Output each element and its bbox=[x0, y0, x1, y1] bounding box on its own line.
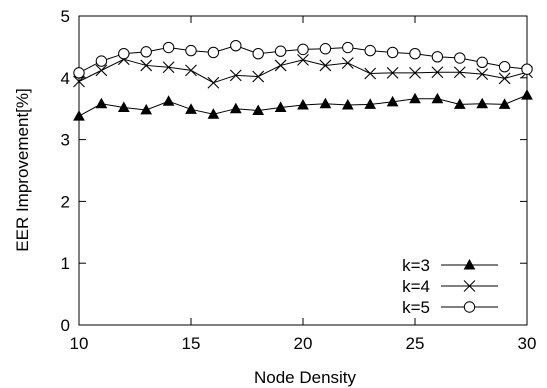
legend-label: k=5 bbox=[402, 298, 430, 317]
data-point bbox=[297, 43, 309, 56]
data-point bbox=[162, 95, 175, 106]
data-point bbox=[207, 46, 220, 59]
data-point bbox=[409, 92, 421, 104]
data-point bbox=[476, 68, 489, 80]
legend-label: k=3 bbox=[402, 256, 430, 275]
data-point bbox=[95, 55, 108, 67]
data-point bbox=[364, 44, 376, 57]
data-point bbox=[476, 97, 489, 109]
data-point bbox=[386, 46, 399, 59]
data-point bbox=[185, 64, 197, 77]
series-layer bbox=[73, 39, 533, 121]
data-point bbox=[274, 101, 287, 112]
data-point bbox=[162, 41, 175, 54]
y-axis-label: EER Improvement[%] bbox=[13, 88, 32, 251]
data-point bbox=[319, 59, 332, 72]
data-point bbox=[453, 66, 466, 79]
data-point bbox=[297, 98, 309, 110]
data-point bbox=[409, 66, 421, 79]
data-point bbox=[386, 66, 399, 79]
data-point bbox=[319, 97, 332, 109]
axes: 10 15 20 25 30 0 1 2 3 4 5 bbox=[61, 7, 537, 353]
x-tick-label: 30 bbox=[518, 334, 537, 353]
y-tick-label: 1 bbox=[61, 254, 70, 273]
x-tick-label: 25 bbox=[406, 334, 425, 353]
data-point bbox=[73, 75, 85, 88]
data-point bbox=[140, 103, 153, 115]
data-point bbox=[229, 69, 242, 82]
data-point bbox=[319, 43, 332, 55]
data-point bbox=[364, 67, 377, 80]
legend-label: k=4 bbox=[402, 277, 430, 296]
data-point bbox=[252, 104, 265, 116]
legend: k=3 k=4 k=5 bbox=[402, 256, 498, 317]
data-point bbox=[274, 45, 287, 57]
data-point bbox=[498, 60, 511, 73]
data-point bbox=[207, 108, 220, 119]
data-point bbox=[386, 95, 399, 107]
data-point bbox=[95, 97, 108, 109]
data-point bbox=[498, 72, 511, 85]
y-tick-label: 3 bbox=[61, 131, 70, 150]
data-point bbox=[454, 52, 466, 64]
data-point bbox=[431, 51, 444, 63]
data-point bbox=[341, 98, 354, 110]
data-point bbox=[140, 46, 152, 58]
data-point bbox=[274, 59, 287, 72]
legend-marker bbox=[463, 280, 476, 292]
data-point bbox=[476, 56, 488, 69]
y-tick-label: 2 bbox=[61, 192, 70, 211]
data-point bbox=[453, 98, 466, 109]
data-point bbox=[409, 47, 421, 60]
data-point bbox=[118, 47, 130, 60]
legend-marker bbox=[463, 258, 476, 270]
data-point bbox=[207, 76, 220, 89]
data-point bbox=[521, 89, 533, 100]
data-point bbox=[185, 44, 197, 57]
y-tick-label: 5 bbox=[61, 7, 70, 26]
data-point bbox=[342, 41, 354, 54]
data-point bbox=[73, 67, 85, 79]
series-k5 bbox=[73, 39, 533, 79]
data-point bbox=[252, 70, 265, 83]
series-k3 bbox=[73, 89, 533, 121]
data-point bbox=[521, 63, 533, 75]
x-tick-label: 10 bbox=[70, 334, 89, 353]
data-point bbox=[117, 101, 130, 112]
data-point bbox=[162, 61, 175, 74]
data-point bbox=[341, 57, 354, 69]
data-point bbox=[297, 53, 309, 66]
y-tick-label: 4 bbox=[61, 69, 70, 88]
data-point bbox=[185, 103, 197, 114]
data-point bbox=[73, 110, 85, 121]
data-point bbox=[431, 92, 444, 104]
data-point bbox=[229, 102, 242, 114]
y-tick-label: 0 bbox=[61, 316, 70, 335]
x-axis-label: Node Density bbox=[254, 368, 357, 387]
data-point bbox=[498, 98, 511, 109]
data-point bbox=[364, 98, 377, 109]
data-point bbox=[95, 64, 108, 77]
data-point bbox=[140, 59, 153, 72]
data-point bbox=[252, 47, 264, 60]
x-tick-label: 15 bbox=[182, 334, 201, 353]
data-point bbox=[230, 39, 242, 52]
legend-marker bbox=[463, 301, 476, 313]
x-tick-label: 20 bbox=[294, 334, 313, 353]
data-point bbox=[431, 66, 444, 79]
